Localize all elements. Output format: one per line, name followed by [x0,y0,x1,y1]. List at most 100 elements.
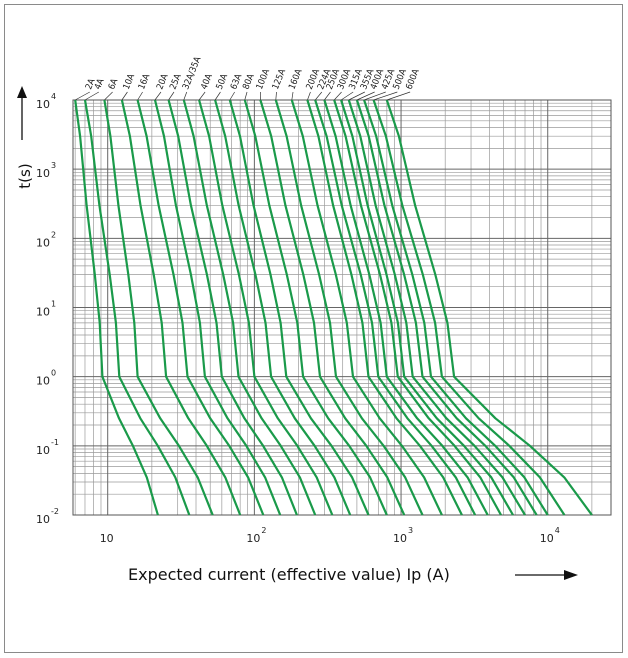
label-leader [348,91,365,101]
fuse-curve-80A [243,99,388,516]
x-tick-base: 10 [393,532,407,545]
y-tick-base: 10 [36,306,50,319]
y-tick-base: 10 [36,375,50,388]
label-leader [137,91,143,101]
fuse-rating-label: 160A [288,67,305,91]
label-leader [198,91,206,101]
y-tick-exponent: 4 [51,92,56,101]
fuse-curve-40A [198,99,334,516]
fuse-curve-250A [323,99,489,516]
label-leader [275,91,277,101]
y-tick-exponent: -1 [51,438,59,447]
y-axis-arrowhead [17,86,27,98]
label-leader [324,91,331,101]
label-leader [314,91,323,101]
x-tick-label: 103 [393,526,413,545]
label-leader [356,91,375,101]
label-leader [214,91,221,101]
x-tick-label: 104 [540,526,560,545]
x-tick-label: 10 [100,532,114,545]
fuse-rating-label: 4A [93,77,106,91]
fuse-curve-50A [214,99,352,516]
fuse-rating-label: 50A [215,72,230,91]
label-leader [386,91,411,101]
x-tick-base: 10 [100,532,114,545]
x-tick-base: 10 [246,532,260,545]
label-leader [373,91,398,101]
fuse-curve-425A [363,99,549,516]
fuse-curve-100A [259,99,406,516]
fuse-curve-25A [167,99,298,516]
fuse-curve-6A [103,99,214,516]
y-tick-label: 103 [36,161,56,180]
label-leaders [74,91,411,101]
y-tick-base: 10 [36,513,50,526]
label-leader [183,91,188,101]
x-tick-base: 10 [540,532,554,545]
y-tick-base: 10 [36,167,50,180]
label-leader [363,91,386,101]
x-axis-title: Expected current (effective value) Ip (A… [128,565,450,584]
x-axis-arrowhead [564,570,578,580]
fuse-curve-600A [385,99,593,516]
fuse-curve-300A [333,99,502,516]
fuse-curve-500A [372,99,566,516]
y-tick-exponent: 1 [51,300,56,309]
label-leader [168,91,175,101]
fuse-curve-32A-35A [182,99,317,516]
fuse-rating-label: 125A [271,67,288,91]
fuse-curve-400A [355,99,538,516]
fuse-curve-63A [228,99,370,516]
fuse-curve-224A [314,99,477,516]
fuse-curve-2A [74,99,159,516]
label-leader [244,91,248,101]
fuse-curve-20A [153,99,282,516]
fuse-curve-315A [340,99,514,516]
label-leader [104,91,113,101]
label-leader [154,91,162,101]
fuse-curve-200A [306,99,463,516]
y-tick-exponent: 3 [51,161,56,170]
fuse-curve-125A [274,99,424,516]
label-leader [84,91,100,101]
x-tick-exponent: 4 [555,526,560,535]
x-tick-exponent: 2 [261,526,266,535]
x-tick-exponent: 3 [408,526,413,535]
fuse-rating-label: 40A [200,72,215,91]
fuse-rating-label: 100A [255,67,272,91]
fuse-rating-label: 2A [84,77,97,91]
fuse-curve-4A [83,99,191,516]
fuse-curve-355A [347,99,526,516]
y-axis-title: t(s) [16,163,34,188]
label-leader [307,91,311,101]
fuse-rating-label: 10A [122,72,137,91]
label-leader [121,91,128,101]
y-tick-label: 10-1 [36,438,59,457]
y-tick-label: 100 [36,369,56,388]
fuse-curve-16A [136,99,265,516]
fuse-rating-label: 6A [107,77,120,91]
label-leader [333,91,342,101]
fuse-rating-label: 16A [137,72,152,91]
y-tick-base: 10 [36,236,50,249]
fuse-rating-label: 80A [242,72,257,91]
y-tick-exponent: 0 [51,369,56,378]
y-tick-exponent: 2 [51,230,56,239]
fuse-curve-160A [290,99,443,516]
fuse-curves [74,99,593,516]
fuse-curve-10A [120,99,242,516]
y-tick-base: 10 [36,444,50,457]
y-tick-label: 101 [36,300,56,319]
y-tick-label: 102 [36,230,56,249]
label-leader [229,91,235,101]
y-tick-base: 10 [36,98,50,111]
label-leader [340,91,354,101]
y-tick-exponent: -2 [51,507,59,516]
y-tick-label: 10-2 [36,507,59,526]
x-tick-label: 102 [246,526,266,545]
label-leader [291,91,294,101]
